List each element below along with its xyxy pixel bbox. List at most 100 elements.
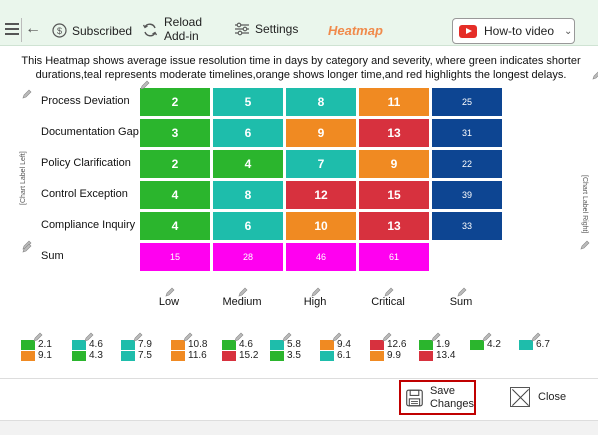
legend-swatch [21, 339, 35, 350]
legend-item[interactable]: 6.1 [320, 350, 351, 361]
edit-legend-pencil-icon[interactable] [33, 332, 43, 342]
settings-button[interactable]: Settings [234, 22, 298, 36]
legend-item[interactable]: 5.8 [270, 339, 301, 350]
legend-swatch [320, 339, 334, 350]
column-label[interactable]: Critical [371, 296, 405, 308]
legend-label: 2.1 [38, 339, 52, 350]
legend-item[interactable]: 2.1 [21, 339, 52, 350]
legend-label: 9.9 [387, 350, 401, 361]
chart-label-right[interactable]: [Chart Label Right] [581, 175, 588, 234]
row-label[interactable]: Process Deviation [41, 95, 130, 107]
legend-item[interactable]: 15.2 [222, 350, 258, 361]
column-sum-cell: 15 [140, 243, 210, 271]
settings-sliders-icon [235, 22, 249, 36]
row-sum-cell: 33 [432, 212, 502, 240]
chart-label-left[interactable]: [Chart Label Left] [20, 151, 27, 205]
row-sum-cell: 31 [432, 119, 502, 147]
column-sum-cell: 61 [359, 243, 429, 271]
reload-addin-button[interactable]: Reload Add-in [142, 15, 202, 43]
howto-video-label: How-to video [484, 24, 555, 38]
edit-column-label-pencil-icon[interactable] [384, 287, 394, 297]
edit-legend-pencil-icon[interactable] [84, 332, 94, 342]
edit-column-label-pencil-icon[interactable] [457, 287, 467, 297]
column-label[interactable]: Medium [222, 296, 262, 308]
edit-description-pencil-icon[interactable] [592, 70, 598, 80]
row-label[interactable]: Compliance Inquiry [41, 219, 136, 231]
legend-swatch [222, 339, 236, 350]
howto-video-dropdown[interactable]: How-to video ⌄ [452, 18, 575, 44]
chart-description[interactable]: This Heatmap shows average issue resolut… [21, 55, 581, 81]
legend-item[interactable]: 9.1 [21, 350, 52, 361]
legend-item[interactable]: 4.2 [470, 339, 501, 350]
save-label-line1: Save [429, 384, 456, 397]
row-label[interactable]: Control Exception [41, 188, 128, 200]
sum-row-label[interactable]: Sum [41, 250, 64, 262]
edit-row-label-pencil-icon[interactable] [140, 80, 150, 90]
edit-row-label-pencil-icon[interactable] [22, 243, 32, 253]
legend-item[interactable]: 7.5 [121, 350, 152, 361]
edit-column-label-pencil-icon[interactable] [311, 287, 321, 297]
heatmap-cell: 6 [213, 212, 283, 240]
settings-label: Settings [255, 22, 299, 36]
edit-legend-pencil-icon[interactable] [133, 332, 143, 342]
legend-label: 6.1 [337, 350, 351, 361]
close-button[interactable]: Close [510, 387, 566, 407]
legend-item[interactable]: 9.9 [370, 350, 401, 361]
heatmap-cell: 4 [140, 181, 210, 209]
back-arrow-icon[interactable]: ← [25, 20, 41, 37]
row-sum-cell: 25 [432, 88, 502, 116]
youtube-play-icon [459, 24, 477, 38]
legend-item[interactable]: 11.6 [171, 350, 207, 361]
row-label[interactable]: Policy Clarification [41, 157, 131, 169]
legend-item[interactable]: 10.8 [171, 339, 207, 350]
edit-legend-pencil-icon[interactable] [332, 332, 342, 342]
edit-legend-pencil-icon[interactable] [482, 332, 492, 342]
heatmap-cell: 15 [359, 181, 429, 209]
legend-swatch [370, 350, 384, 361]
legend-swatch [270, 339, 284, 350]
edit-legend-pencil-icon[interactable] [531, 332, 541, 342]
edit-legend-pencil-icon[interactable] [282, 332, 292, 342]
legend-item[interactable]: 13.4 [419, 350, 455, 361]
column-label[interactable]: High [303, 296, 327, 308]
legend-swatch [470, 339, 484, 350]
edit-column-label-pencil-icon[interactable] [165, 287, 175, 297]
legend-item[interactable]: 1.9 [419, 339, 450, 350]
column-label[interactable]: Low [158, 296, 180, 308]
edit-column-label-pencil-icon[interactable] [238, 287, 248, 297]
save-changes-button[interactable]: Save Changes [399, 380, 476, 415]
legend-swatch [222, 350, 236, 361]
legend-item[interactable]: 4.3 [72, 350, 103, 361]
row-sum-cell: 39 [432, 181, 502, 209]
heatmap-cell: 3 [140, 119, 210, 147]
heatmap-cell: 13 [359, 119, 429, 147]
legend-item[interactable]: 7.9 [121, 339, 152, 350]
legend-label: 10.8 [188, 339, 208, 350]
dollar-circle-icon: $ [52, 23, 67, 38]
heatmap-cell: 9 [286, 119, 356, 147]
row-sum-cell: 22 [432, 150, 502, 178]
heatmap-cell: 6 [213, 119, 283, 147]
legend-item[interactable]: 6.7 [519, 339, 550, 350]
subscribed-button[interactable]: $ Subscribed [52, 23, 132, 38]
legend-label: 5.8 [287, 339, 301, 350]
heatmap-cell: 10 [286, 212, 356, 240]
legend-item[interactable]: 4.6 [222, 339, 253, 350]
row-label[interactable]: Documentation Gap [41, 126, 139, 138]
edit-legend-pencil-icon[interactable] [431, 332, 441, 342]
legend-item[interactable]: 3.5 [270, 350, 301, 361]
edit-right-label-pencil-icon[interactable] [580, 240, 590, 250]
legend-item[interactable]: 9.4 [320, 339, 351, 350]
hamburger-menu-icon[interactable] [5, 23, 19, 35]
legend-item[interactable]: 4.6 [72, 339, 103, 350]
edit-row-label-pencil-icon[interactable] [22, 89, 32, 99]
column-label[interactable]: Sum [449, 296, 473, 308]
edit-legend-pencil-icon[interactable] [382, 332, 392, 342]
edit-legend-pencil-icon[interactable] [183, 332, 193, 342]
heatmap-cell: 13 [359, 212, 429, 240]
legend-item[interactable]: 12.6 [370, 339, 406, 350]
legend-swatch [72, 339, 86, 350]
legend-swatch [171, 339, 185, 350]
column-sum-cell: 28 [213, 243, 283, 271]
edit-legend-pencil-icon[interactable] [234, 332, 244, 342]
